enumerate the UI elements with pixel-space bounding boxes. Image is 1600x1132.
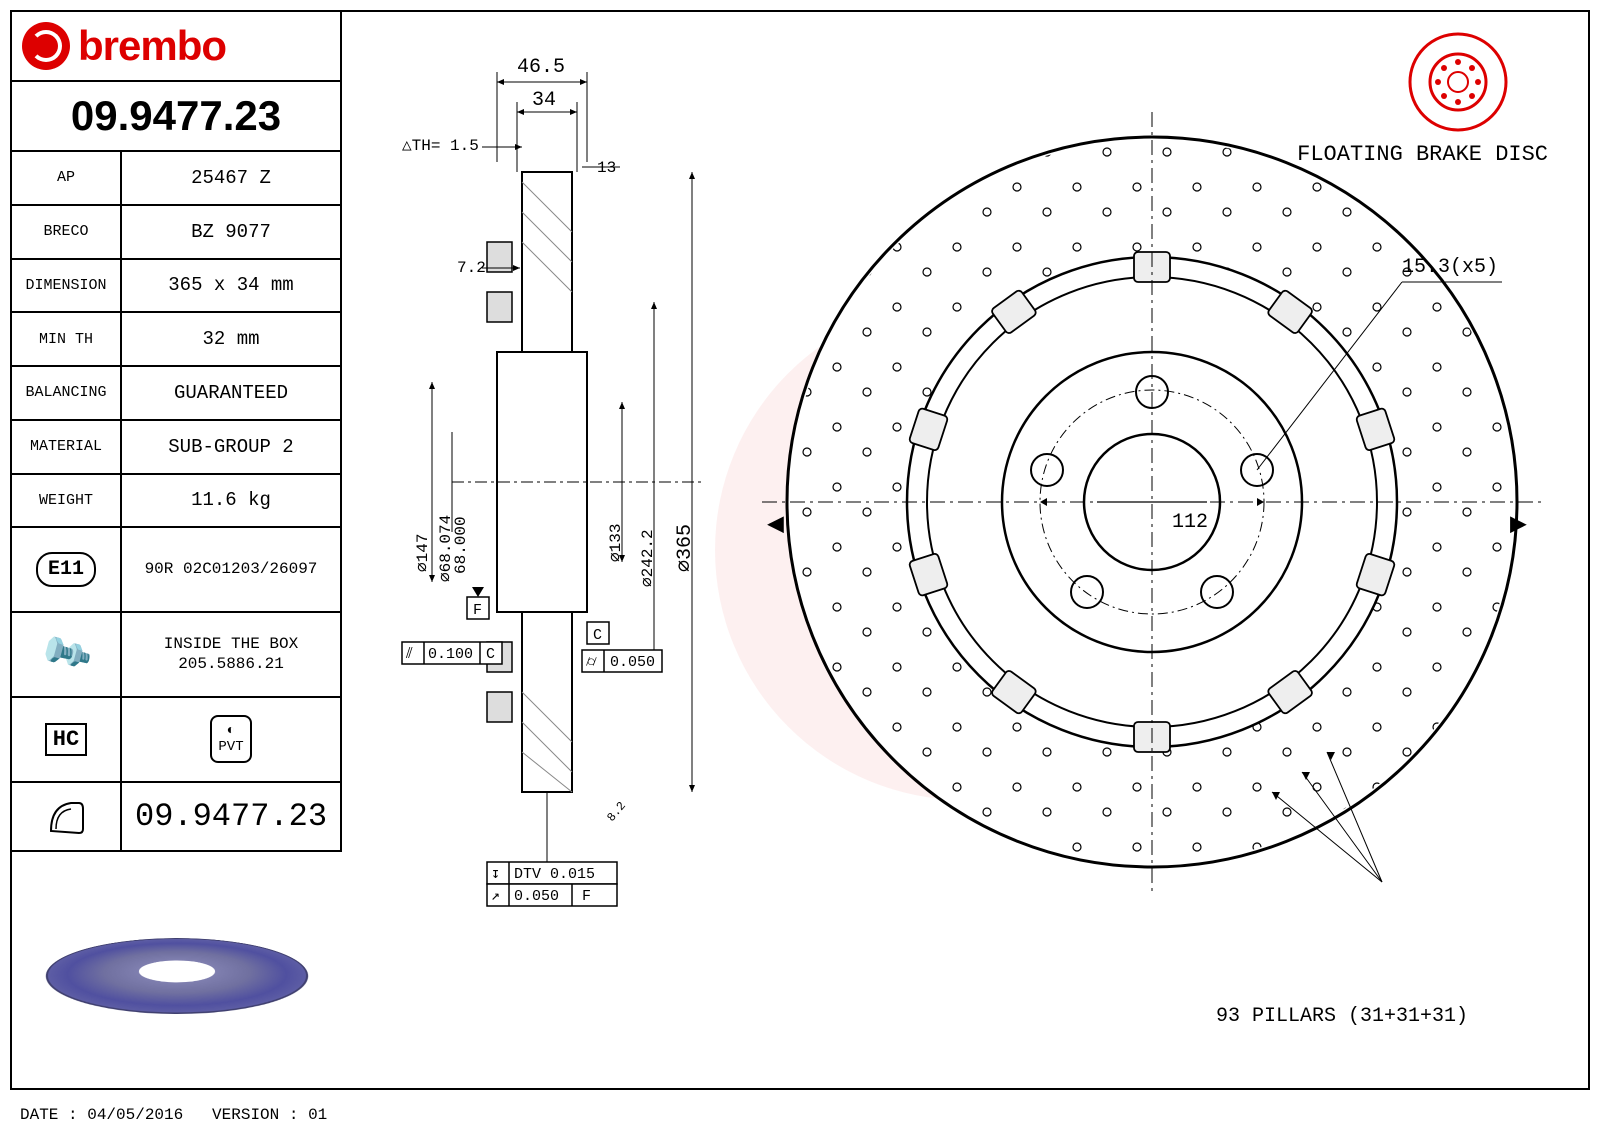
spec-weight-label: WEIGHT [12,475,122,527]
spec-material: MATERIAL SUB-GROUP 2 [12,421,340,475]
spec-minth: MIN TH 32 mm [12,313,340,367]
gdt-flatness: ⫽ 0.100 C [402,642,502,664]
dim-bolt-hole: 15.3(x5) [1402,256,1498,279]
spec-balancing: BALANCING GUARANTEED [12,367,340,421]
dim-34: 34 [532,89,556,112]
bottom-part-row: 09.9477.23 [12,783,340,852]
brand-logo-row: brembo [12,12,340,82]
datum-c: C [593,627,602,644]
caliper-icon-cell [12,783,122,850]
dim-72: 7.2 [457,259,486,277]
pvt-cell: ◐ PVT [122,698,340,781]
disc-render-graphic [27,938,327,1014]
svg-text:⫽: ⫽ [405,646,413,663]
spec-minth-label: MIN TH [12,313,122,365]
dim-465: 46.5 [517,56,565,79]
spec-breco: BRECO BZ 9077 [12,206,340,260]
spec-ap: AP 25467 Z [12,152,340,206]
spec-material-value: SUB-GROUP 2 [122,421,340,473]
screw-icon: 🔩 [36,624,97,685]
brand-name: brembo [78,22,226,70]
spec-dimension: DIMENSION 365 x 34 mm [12,260,340,314]
brembo-logo-icon [22,22,70,70]
drawing-frame: brembo 09.9477.23 AP 25467 Z BRECO BZ 90… [10,10,1590,1090]
drawing-footer: DATE : 04/05/2016 VERSION : 01 [20,1106,327,1124]
arrow-left-icon: ◀ [767,510,784,541]
svg-text:F: F [582,888,591,905]
footer-version: VERSION : 01 [212,1106,327,1124]
screw-icon-cell: 🔩 [12,613,122,696]
spec-material-label: MATERIAL [12,421,122,473]
arrow-right-icon: ▶ [1510,510,1527,541]
svg-text:0.100: 0.100 [428,646,473,663]
gdt-dtv: ↧ DTV 0.015 ↗ 0.050 F [487,862,617,906]
dim-365: ⌀365 [674,524,697,572]
pvt-icon: ◐ [218,723,243,739]
spec-ap-label: AP [12,152,122,204]
pillars-note: 93 PILLARS (31+31+31) [1216,1005,1468,1028]
svg-text:C: C [486,646,495,663]
caliper-icon [41,791,91,841]
spec-balancing-label: BALANCING [12,367,122,419]
dim-82: 8.2 [604,799,629,825]
hc-cell: HC [12,698,122,781]
pvt-box: ◐ PVT [210,715,251,763]
dim-th: △TH= 1.5 [402,137,479,155]
spec-dimension-value: 365 x 34 mm [122,260,340,312]
front-view-drawing: 15.3(x5) 112 ◀ ▶ [762,112,1542,892]
spec-dimension-label: DIMENSION [12,260,122,312]
svg-text:↧: ↧ [491,866,500,883]
side-view-drawing: 46.5 34 △TH= 1.5 13 [392,42,712,942]
spec-box: 🔩 INSIDE THE BOX 205.5886.21 [12,613,340,698]
spec-box-value: INSIDE THE BOX 205.5886.21 [122,613,340,696]
dim-147: ⌀147 [414,534,432,572]
cross-section [452,172,702,792]
spec-minth-value: 32 mm [122,313,340,365]
svg-text:⌭: ⌭ [586,654,597,671]
svg-text:0.050: 0.050 [514,888,559,905]
disc-3d-render [12,852,342,1090]
part-number: 09.9477.23 [12,82,340,152]
hc-mark: HC [45,723,87,756]
e11-mark: E11 [36,552,96,587]
spec-breco-label: BRECO [12,206,122,258]
drawing-area: FLOATING BRAKE DISC 46.5 34 △TH= 1.5 13 [342,12,1588,1088]
dim-13: 13 [597,159,616,177]
spec-weight-value: 11.6 kg [122,475,340,527]
spec-ap-value: 25467 Z [122,152,340,204]
e11-cell: E11 [12,528,122,611]
svg-text:0.050: 0.050 [610,654,655,671]
spec-cert-value: 90R 02C01203/26097 [122,528,340,611]
svg-text:↗: ↗ [491,888,500,905]
spec-panel: brembo 09.9477.23 AP 25467 Z BRECO BZ 90… [12,12,342,852]
dim-68000: 68.000 [452,516,470,574]
gdt-cyl: ⌭ 0.050 [582,650,662,672]
footer-date: DATE : 04/05/2016 [20,1106,183,1124]
dim-pcd: 112 [1172,511,1208,534]
bottom-part-number: 09.9477.23 [122,798,340,835]
spec-breco-value: BZ 9077 [122,206,340,258]
svg-text:DTV 0.015: DTV 0.015 [514,866,595,883]
spec-balancing-value: GUARANTEED [122,367,340,419]
spec-weight: WEIGHT 11.6 kg [12,475,340,529]
spec-hc: HC ◐ PVT [12,698,340,783]
spec-cert: E11 90R 02C01203/26097 [12,528,340,613]
datum-f: F [473,602,482,619]
